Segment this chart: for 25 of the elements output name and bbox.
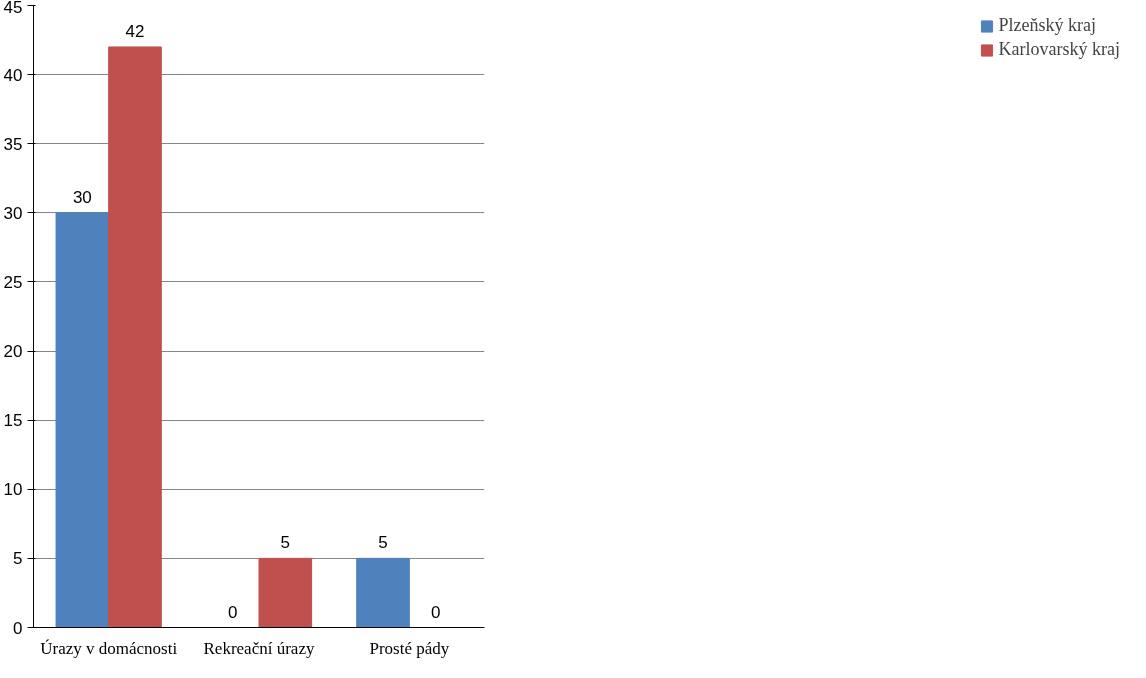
x-tick-label: Úrazy v domácnosti: [40, 638, 178, 658]
y-tick-label: 30: [3, 203, 23, 223]
data-label: 5: [378, 533, 388, 553]
y-tick-label: 10: [3, 480, 23, 500]
legend-label: Plzeňský kraj: [998, 15, 1097, 36]
bar: [258, 557, 313, 628]
data-label: 0: [227, 602, 238, 622]
bar: [55, 212, 110, 628]
data-label: 5: [280, 533, 291, 553]
x-tick-label: Rekreační úrazy: [203, 638, 315, 658]
y-tick-label: 35: [3, 134, 23, 154]
y-tick-label: 5: [13, 549, 23, 569]
data-label: 30: [72, 187, 92, 207]
data-label: 0: [430, 602, 441, 622]
y-tick-label: 15: [3, 411, 23, 431]
y-tick-label: 20: [3, 342, 23, 362]
bar: [356, 557, 410, 628]
data-label: 42: [125, 21, 145, 41]
y-tick-label: 0: [13, 618, 23, 638]
x-tick-label: Prosté pády: [369, 638, 450, 658]
bar: [108, 46, 162, 628]
legend-label: Karlovarský kraj: [998, 39, 1120, 60]
y-tick-label: 25: [3, 272, 23, 292]
y-tick-label: 45: [3, 0, 23, 17]
y-tick-label: 40: [3, 65, 23, 85]
